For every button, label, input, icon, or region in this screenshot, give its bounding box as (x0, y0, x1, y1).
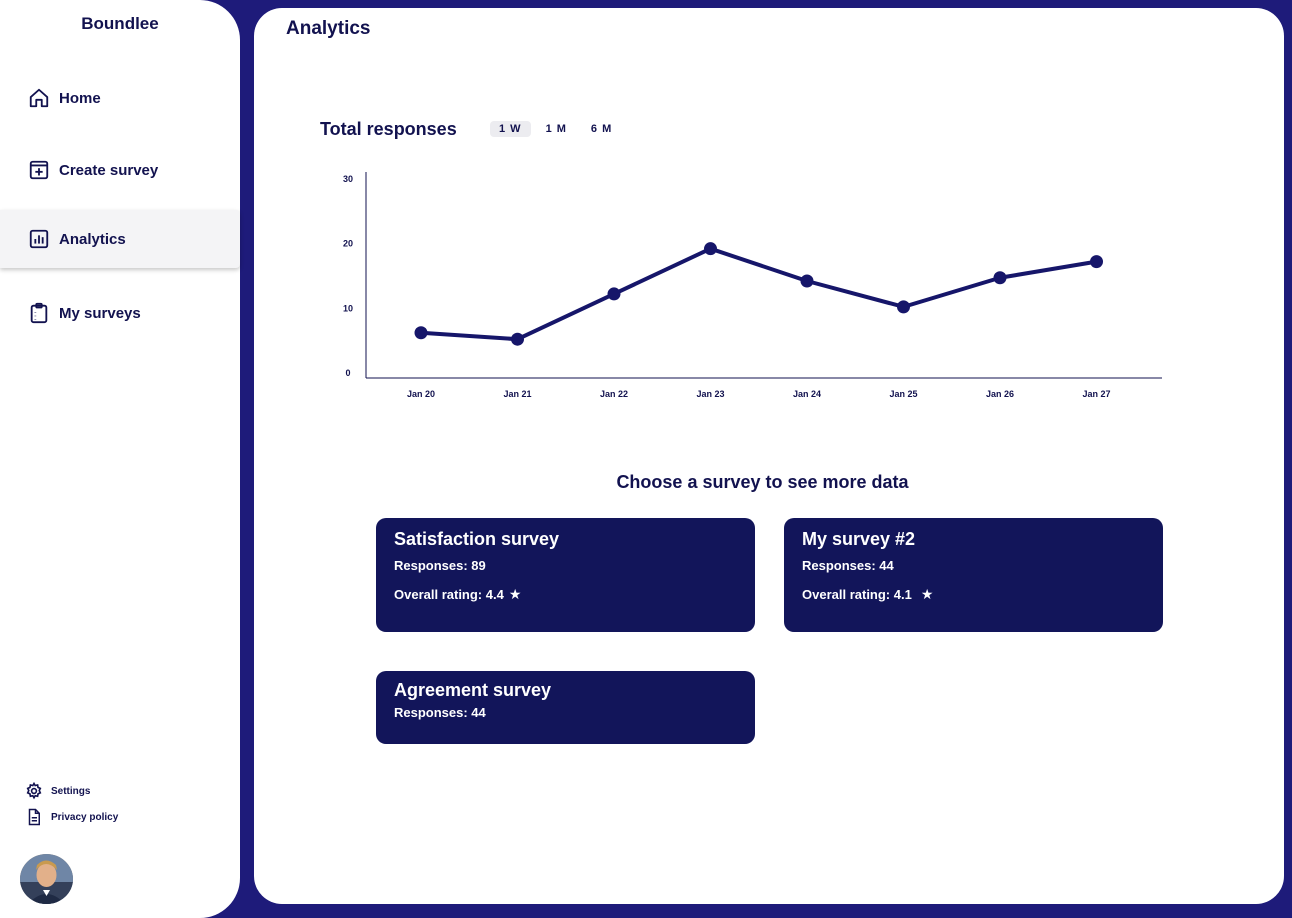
home-icon (27, 86, 51, 110)
card-title: Satisfaction survey (394, 529, 560, 549)
main-panel: Analytics Total responses 1 W 1 M 6 M 0 1… (254, 8, 1284, 904)
range-tab-1m[interactable]: 1 M (545, 123, 567, 135)
gear-icon (25, 782, 43, 800)
x-tick-label: Jan 21 (503, 389, 531, 399)
bar-chart-icon (27, 227, 51, 251)
sidebar: Boundlee Home Create survey Analytics My… (0, 0, 240, 918)
nav-item-analytics[interactable]: Analytics (0, 210, 240, 268)
x-tick-label: Jan 26 (986, 389, 1014, 399)
page-title: Analytics (286, 18, 371, 39)
add-square-icon (27, 158, 51, 182)
responses-line-chart: 0 10 20 30 Jan 20 Jan 21 Jan 22 Jan 23 Jan 24 Jan… (343, 172, 1162, 399)
nav-item-label: Create survey (59, 161, 159, 179)
star-icon: ★ (920, 586, 934, 602)
data-point (1090, 255, 1103, 269)
x-tick-label: Jan 24 (793, 389, 821, 399)
nav-item-my-surveys[interactable]: My surveys (0, 284, 240, 342)
y-tick-label: 20 (343, 239, 353, 249)
card-rating: Overall rating: 4.1 (802, 587, 912, 602)
card-title: My survey #2 (802, 529, 916, 549)
x-tick-label: Jan 25 (889, 389, 917, 399)
nav-item-create-survey[interactable]: Create survey (0, 141, 240, 199)
privacy-policy-label: Privacy policy (51, 811, 119, 823)
card-title: Agreement survey (394, 680, 552, 700)
nav-item-home[interactable]: Home (0, 69, 240, 127)
series-line (420, 246, 1097, 342)
x-tick-label: Jan 27 (1082, 389, 1110, 399)
avatar[interactable] (20, 854, 73, 904)
card-responses: Responses: 44 (394, 705, 486, 720)
clipboard-icon (27, 301, 51, 325)
survey-card-agreement[interactable]: Agreement survey Responses: 44 (376, 671, 755, 744)
data-point (607, 287, 621, 301)
card-rating: Overall rating: 4.4 (394, 587, 504, 602)
data-point (704, 242, 717, 256)
data-point (414, 326, 428, 340)
survey-card-my-survey-2[interactable]: My survey #2 Responses: 44 Overall ratin… (784, 518, 1163, 632)
data-point (897, 300, 910, 314)
document-icon (25, 808, 43, 826)
star-icon: ★ (508, 586, 522, 602)
data-point (800, 274, 814, 288)
brand-logo[interactable]: Boundlee (81, 14, 159, 33)
y-tick-label: 30 (343, 174, 353, 184)
data-point (511, 332, 524, 346)
nav-item-label: My surveys (59, 304, 141, 322)
y-tick-label: 10 (343, 303, 353, 313)
y-tick-label: 0 (345, 368, 350, 378)
nav-item-label: Analytics (59, 230, 126, 248)
settings-label: Settings (51, 785, 91, 797)
chart-title: Total responses (320, 119, 457, 139)
x-tick-label: Jan 20 (407, 389, 435, 399)
x-tick-label: Jan 23 (696, 389, 724, 399)
card-responses: Responses: 89 (394, 558, 486, 573)
range-tabs: 1 W 1 M 6 M (490, 121, 621, 137)
privacy-policy-link[interactable]: Privacy policy (25, 808, 118, 826)
range-tab-1w[interactable]: 1 W (490, 121, 531, 137)
card-responses: Responses: 44 (802, 558, 894, 573)
survey-card-satisfaction[interactable]: Satisfaction survey Responses: 89 Overal… (376, 518, 755, 632)
settings-link[interactable]: Settings (25, 782, 90, 800)
range-tab-6m[interactable]: 6 M (590, 123, 613, 135)
section-title: Choose a survey to see more data (616, 472, 909, 492)
nav-item-label: Home (59, 89, 101, 107)
card-rating-row: Overall rating: 4.4 ★ (394, 586, 737, 603)
x-tick-label: Jan 22 (600, 389, 628, 399)
data-point (993, 271, 1007, 285)
card-rating-row: Overall rating: 4.1 ★ (802, 586, 1145, 603)
